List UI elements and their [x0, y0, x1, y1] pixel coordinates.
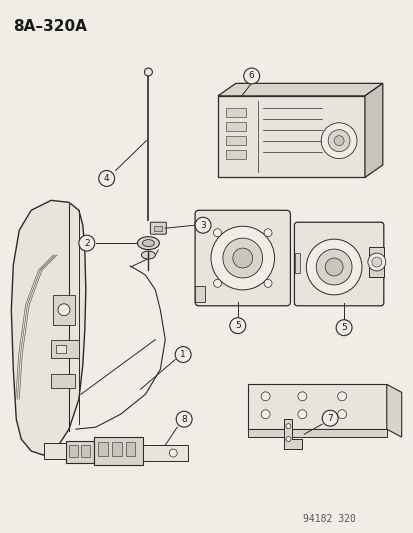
FancyBboxPatch shape: [295, 253, 300, 273]
Circle shape: [316, 249, 351, 285]
Circle shape: [211, 226, 274, 290]
Circle shape: [169, 449, 177, 457]
FancyBboxPatch shape: [195, 286, 204, 302]
Circle shape: [297, 392, 306, 401]
Circle shape: [333, 136, 343, 146]
Circle shape: [263, 279, 271, 287]
Circle shape: [195, 217, 211, 233]
FancyBboxPatch shape: [368, 247, 383, 277]
Circle shape: [263, 229, 271, 237]
Text: 6: 6: [248, 71, 254, 80]
Text: 8A–320A: 8A–320A: [13, 19, 87, 34]
Circle shape: [58, 304, 70, 316]
Text: 94182 320: 94182 320: [302, 514, 355, 523]
Ellipse shape: [142, 240, 154, 247]
Circle shape: [321, 410, 337, 426]
FancyBboxPatch shape: [247, 429, 386, 437]
Circle shape: [328, 130, 349, 151]
Text: 5: 5: [234, 321, 240, 330]
FancyBboxPatch shape: [143, 445, 188, 461]
FancyBboxPatch shape: [225, 136, 245, 144]
Circle shape: [213, 229, 221, 237]
Text: 8: 8: [181, 415, 187, 424]
Circle shape: [285, 424, 290, 429]
FancyBboxPatch shape: [225, 150, 245, 158]
FancyBboxPatch shape: [51, 375, 75, 389]
Polygon shape: [386, 384, 401, 437]
Circle shape: [144, 68, 152, 76]
Circle shape: [78, 235, 95, 251]
Text: 2: 2: [84, 239, 89, 248]
Polygon shape: [364, 83, 382, 177]
Text: 5: 5: [340, 323, 346, 332]
FancyBboxPatch shape: [225, 108, 245, 117]
Text: 3: 3: [199, 221, 205, 230]
Polygon shape: [11, 200, 85, 455]
Text: 4: 4: [104, 174, 109, 183]
Circle shape: [335, 320, 351, 336]
Circle shape: [261, 392, 269, 401]
Circle shape: [337, 392, 346, 401]
Circle shape: [243, 68, 259, 84]
FancyBboxPatch shape: [125, 442, 135, 456]
Circle shape: [98, 171, 114, 187]
Ellipse shape: [137, 237, 159, 249]
FancyBboxPatch shape: [112, 442, 121, 456]
Circle shape: [337, 410, 346, 419]
FancyBboxPatch shape: [97, 442, 107, 456]
FancyBboxPatch shape: [247, 384, 386, 429]
FancyBboxPatch shape: [154, 226, 162, 231]
Circle shape: [306, 239, 361, 295]
FancyBboxPatch shape: [150, 222, 166, 234]
Polygon shape: [284, 419, 301, 449]
Text: 1: 1: [180, 350, 185, 359]
FancyBboxPatch shape: [93, 437, 143, 465]
FancyBboxPatch shape: [44, 443, 66, 459]
Circle shape: [229, 318, 245, 334]
Ellipse shape: [141, 251, 155, 259]
FancyBboxPatch shape: [51, 340, 78, 358]
FancyBboxPatch shape: [225, 122, 245, 131]
Circle shape: [232, 248, 252, 268]
Polygon shape: [217, 83, 382, 96]
Circle shape: [176, 411, 192, 427]
Circle shape: [222, 238, 262, 278]
Circle shape: [320, 123, 356, 158]
Circle shape: [175, 346, 191, 362]
Circle shape: [261, 410, 269, 419]
FancyBboxPatch shape: [81, 445, 90, 457]
FancyBboxPatch shape: [69, 445, 78, 457]
Circle shape: [325, 258, 342, 276]
Text: 7: 7: [327, 414, 332, 423]
Circle shape: [367, 253, 385, 271]
Circle shape: [213, 279, 221, 287]
FancyBboxPatch shape: [53, 295, 75, 325]
Circle shape: [371, 257, 381, 267]
Circle shape: [297, 410, 306, 419]
FancyBboxPatch shape: [217, 96, 364, 177]
FancyBboxPatch shape: [294, 222, 383, 306]
Circle shape: [285, 437, 290, 441]
FancyBboxPatch shape: [56, 345, 66, 352]
FancyBboxPatch shape: [66, 441, 93, 463]
FancyBboxPatch shape: [195, 211, 290, 306]
